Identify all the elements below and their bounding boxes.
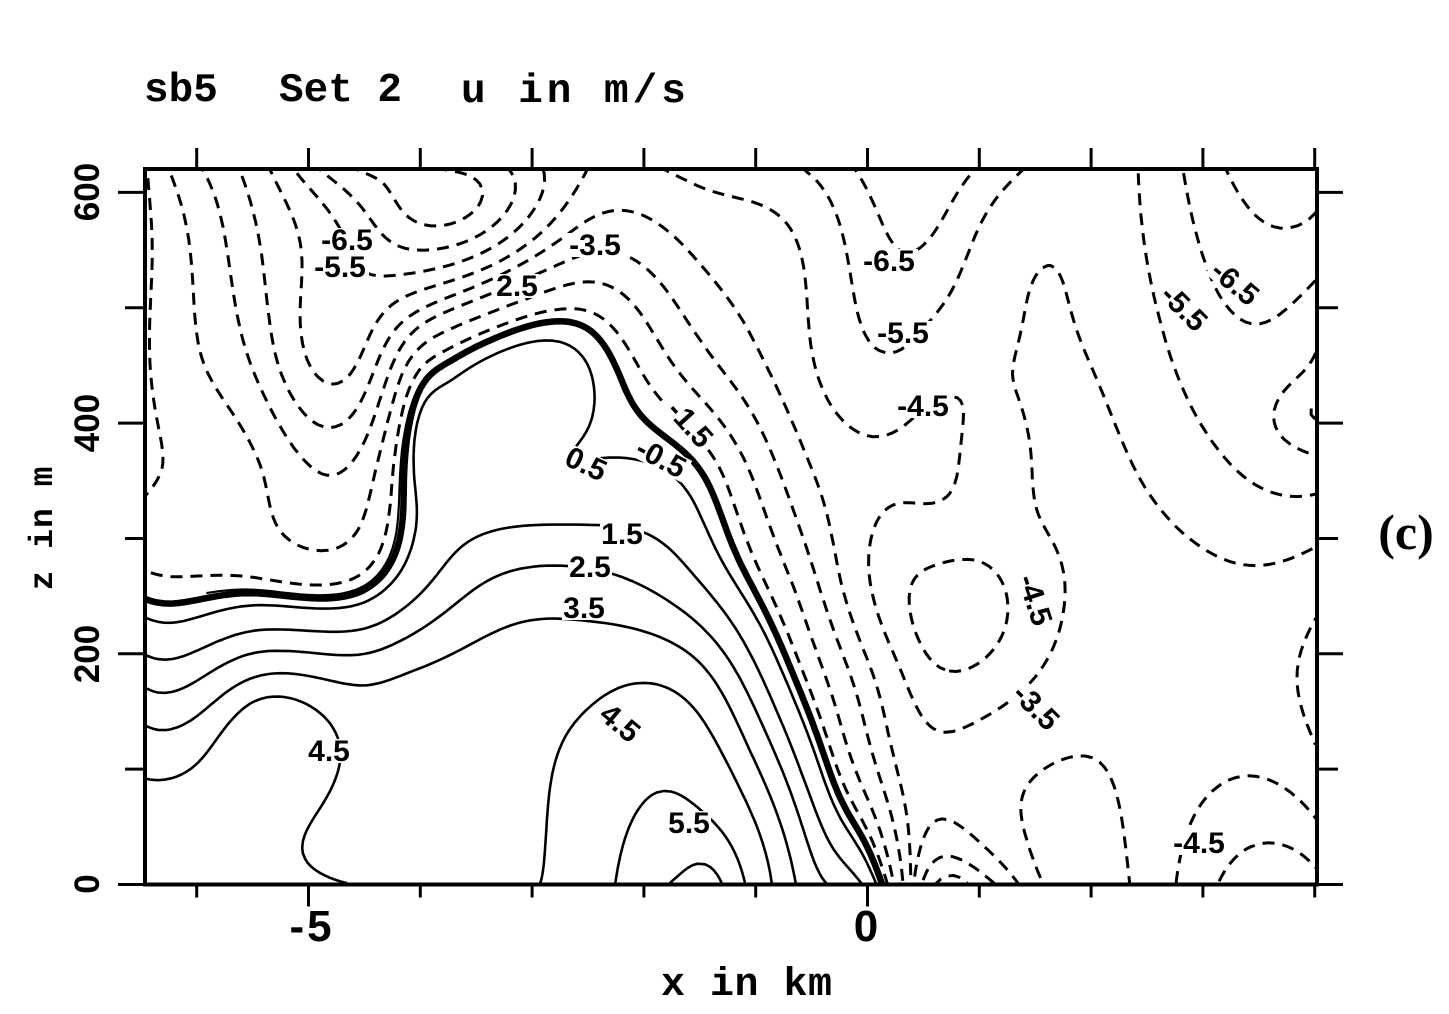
svg-text:2.5: 2.5: [496, 270, 538, 303]
svg-text:-3.5: -3.5: [569, 229, 621, 262]
svg-text:5.5: 5.5: [668, 807, 710, 840]
svg-text:z in m: z in m: [25, 466, 62, 591]
svg-text:Set 2: Set 2: [279, 68, 402, 114]
svg-text:-5.5: -5.5: [877, 317, 929, 350]
svg-text:1.5: 1.5: [601, 518, 643, 551]
svg-text:3.5: 3.5: [563, 592, 605, 625]
svg-text:-4.5: -4.5: [897, 390, 949, 423]
svg-text:200: 200: [68, 625, 107, 683]
svg-text:(c): (c): [1378, 504, 1434, 560]
svg-text:4.5: 4.5: [308, 735, 350, 768]
svg-text:2.5: 2.5: [569, 551, 611, 584]
svg-text:sb5: sb5: [144, 68, 218, 114]
svg-text:-5.5: -5.5: [314, 251, 366, 284]
svg-text:-5: -5: [289, 902, 334, 951]
svg-text:-6.5: -6.5: [321, 224, 373, 257]
svg-text:600: 600: [68, 163, 107, 221]
svg-text:0: 0: [854, 902, 878, 951]
svg-text:0: 0: [68, 874, 107, 893]
svg-text:-4.5: -4.5: [1173, 827, 1225, 860]
svg-text:-6.5: -6.5: [863, 245, 915, 278]
svg-text:x in km: x in km: [661, 963, 833, 1008]
svg-text:u in m/s: u in m/s: [461, 69, 690, 115]
svg-text:400: 400: [68, 394, 107, 452]
